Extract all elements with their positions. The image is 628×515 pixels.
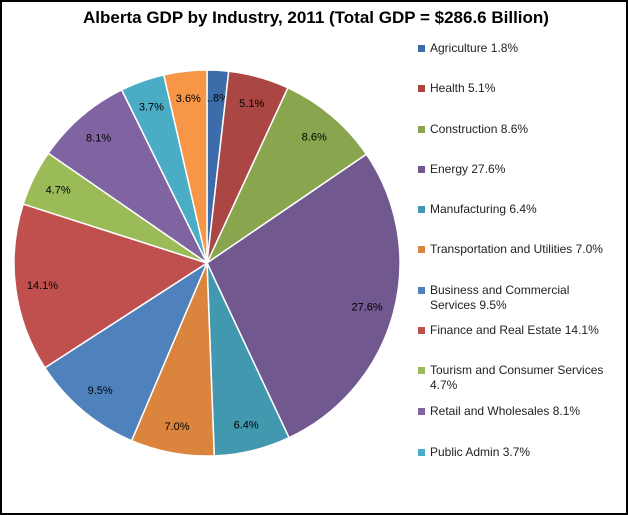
legend-swatch: [418, 85, 425, 92]
legend-item: Energy 27.6%: [418, 162, 618, 177]
legend-item: Business and Commercial Services 9.5%: [418, 283, 618, 313]
data-label: 9.5%: [88, 385, 113, 397]
legend-item: Transportation and Utilities 7.0%: [418, 242, 618, 257]
pie-slice-energy: [206, 153, 401, 439]
data-label: 3.6%: [176, 93, 201, 105]
data-label: 8.1%: [86, 132, 111, 144]
data-label: 5.1%: [239, 98, 264, 110]
legend-label: Health 5.1%: [430, 81, 496, 95]
legend-item: Agriculture 1.8%: [418, 41, 618, 56]
legend-item: Manufacturing 6.4%: [418, 202, 618, 217]
legend-label: Energy 27.6%: [430, 162, 506, 176]
legend-item: Public Admin 3.7%: [418, 445, 618, 460]
legend-label: Public Admin 3.7%: [430, 445, 531, 459]
data-label: 7.0%: [164, 421, 189, 433]
legend-swatch: [418, 206, 425, 213]
pie-slice-construction: [205, 86, 368, 266]
pie-slice-retail-and-wholesales: [47, 88, 209, 266]
legend-item: Retail and Wholesales 8.1%: [418, 404, 618, 419]
legend-swatch: [418, 166, 425, 173]
pie-chart: 1.8% 5.1% 8.6% 27.6% 6.4% 7.0% 9.5% 14.1% 4.7% 8.…: [13, 69, 401, 457]
pie-slice-finance-and-real-estate: [13, 203, 209, 369]
legend-label: Retail and Wholesales 8.1%: [430, 404, 581, 418]
legend-swatch: [418, 45, 425, 52]
data-label: 1.8%: [204, 92, 229, 104]
data-label: 6.4%: [234, 419, 259, 431]
legend-swatch: [418, 246, 425, 253]
legend-label: Tourism and Consumer Services 4.7%: [430, 363, 604, 392]
legend-label: Construction 8.6%: [430, 122, 529, 136]
legend-item: Construction 8.6%: [418, 122, 618, 137]
legend-label: Manufacturing 6.4%: [430, 202, 537, 216]
legend-item: Tourism and Consumer Services 4.7%: [418, 363, 618, 393]
legend-item: Finance and Real Estate 14.1%: [418, 323, 618, 338]
legend-item: Health 5.1%: [418, 81, 618, 96]
data-label: 14.1%: [27, 280, 58, 292]
legend-label: Business and Commercial Services 9.5%: [430, 283, 570, 312]
legend-swatch: [418, 327, 425, 334]
legend-label: Finance and Real Estate 14.1%: [430, 323, 599, 337]
legend-swatch: [418, 126, 425, 133]
legend-swatch: [418, 408, 425, 415]
pie-slice-business-and-commercial-services: [43, 261, 209, 442]
legend-label: Transportation and Utilities 7.0%: [430, 242, 603, 256]
data-label: 8.6%: [302, 131, 327, 143]
pie-slice-other: [162, 69, 208, 264]
data-label: 4.7%: [46, 185, 71, 197]
data-label: 3.7%: [139, 102, 164, 114]
data-label: 27.6%: [352, 302, 383, 314]
chart-title: Alberta GDP by Industry, 2011 (Total GDP…: [83, 8, 549, 27]
legend-swatch: [418, 449, 425, 456]
legend-swatch: [418, 287, 425, 294]
legend-label: Agriculture 1.8%: [430, 41, 519, 55]
legend-swatch: [418, 367, 425, 374]
